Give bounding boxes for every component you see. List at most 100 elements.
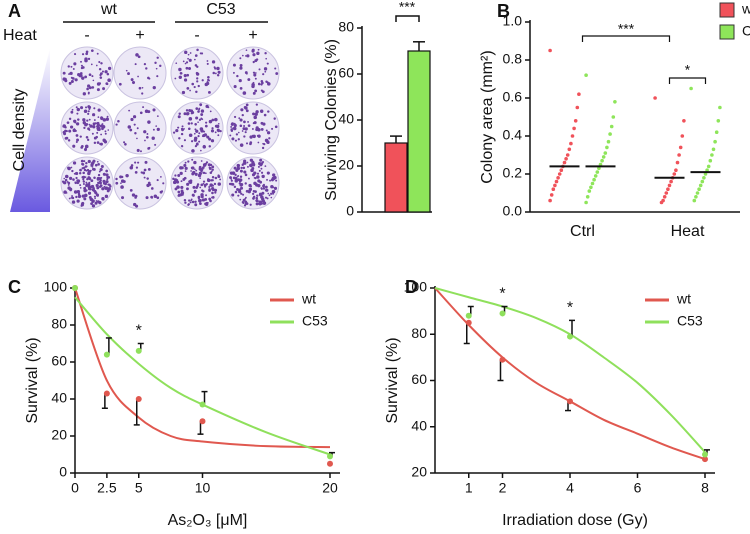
colony [125, 173, 129, 178]
colony [196, 183, 200, 186]
colony [188, 199, 191, 202]
colony [136, 127, 139, 130]
colony [243, 120, 246, 124]
colony [99, 76, 103, 79]
colony [115, 177, 118, 181]
colony [64, 129, 67, 133]
colony [82, 182, 85, 185]
colony [66, 121, 70, 125]
colony [160, 175, 162, 178]
colony [195, 107, 199, 110]
point [499, 310, 506, 317]
colony [193, 85, 196, 89]
colony [75, 134, 79, 137]
colony [71, 77, 75, 80]
colony [71, 108, 74, 111]
colony [211, 127, 214, 130]
colony [191, 193, 195, 197]
colony [146, 135, 149, 139]
colony [195, 169, 198, 172]
colony [233, 115, 237, 119]
legend-label: C53 [302, 313, 328, 329]
colony [257, 82, 261, 86]
colony [128, 109, 131, 112]
colony [200, 129, 204, 133]
colony [134, 170, 138, 174]
colony [211, 188, 215, 192]
colony [208, 79, 210, 82]
colony [91, 161, 95, 165]
colony [77, 194, 82, 199]
colony [73, 128, 76, 130]
colony [232, 176, 236, 180]
colony [195, 129, 199, 133]
colony [131, 81, 136, 85]
colony [85, 52, 89, 56]
colony [252, 112, 255, 116]
colony [145, 196, 149, 200]
colony [178, 75, 182, 79]
colony [184, 201, 187, 204]
colony [185, 66, 189, 70]
colony [83, 126, 86, 129]
colony [184, 161, 187, 164]
colony [273, 117, 276, 120]
colony [264, 185, 268, 189]
colony [239, 169, 243, 173]
colony [175, 62, 178, 65]
condition: + [135, 27, 144, 44]
colony [270, 196, 273, 199]
colony [183, 199, 187, 202]
colony [252, 91, 256, 95]
colony [244, 182, 247, 185]
plate [170, 156, 224, 210]
colony [264, 165, 267, 167]
colony [70, 197, 73, 199]
y-tick-label: 80 [411, 325, 427, 341]
colony [133, 202, 137, 207]
colony [75, 122, 80, 126]
bar [407, 50, 431, 213]
group-label: wt [100, 1, 118, 18]
colony [82, 178, 85, 181]
y-tick-label: 0.0 [503, 203, 523, 219]
colony [73, 190, 78, 194]
point [556, 176, 560, 180]
legend-label: C53 [742, 23, 750, 39]
colony [203, 183, 207, 187]
colony [139, 111, 143, 115]
point [199, 418, 206, 425]
colony [79, 187, 82, 189]
point [613, 100, 617, 104]
colony [67, 65, 70, 68]
colony [100, 176, 103, 179]
colony [88, 118, 91, 121]
colony [92, 159, 96, 163]
plate [113, 46, 167, 100]
colony [62, 125, 65, 128]
colony [206, 178, 211, 183]
colony [197, 110, 200, 113]
colony [102, 172, 106, 176]
colony [146, 177, 149, 180]
colony [209, 171, 213, 175]
colony [106, 72, 110, 76]
colony [80, 60, 82, 63]
colony [235, 133, 239, 136]
colony [245, 72, 248, 75]
colony [256, 172, 260, 175]
colony [249, 135, 253, 139]
colony [143, 62, 147, 66]
point [603, 151, 608, 155]
colony [184, 50, 188, 55]
colony [189, 201, 192, 204]
y-axis-label: Survival (%) [24, 337, 41, 423]
colony [260, 167, 263, 170]
colony [93, 168, 96, 171]
colony [83, 186, 87, 190]
colony [92, 79, 95, 82]
colony [92, 122, 96, 126]
colony [254, 77, 257, 80]
colony [159, 64, 162, 68]
y-tick-label: 20 [51, 427, 67, 443]
